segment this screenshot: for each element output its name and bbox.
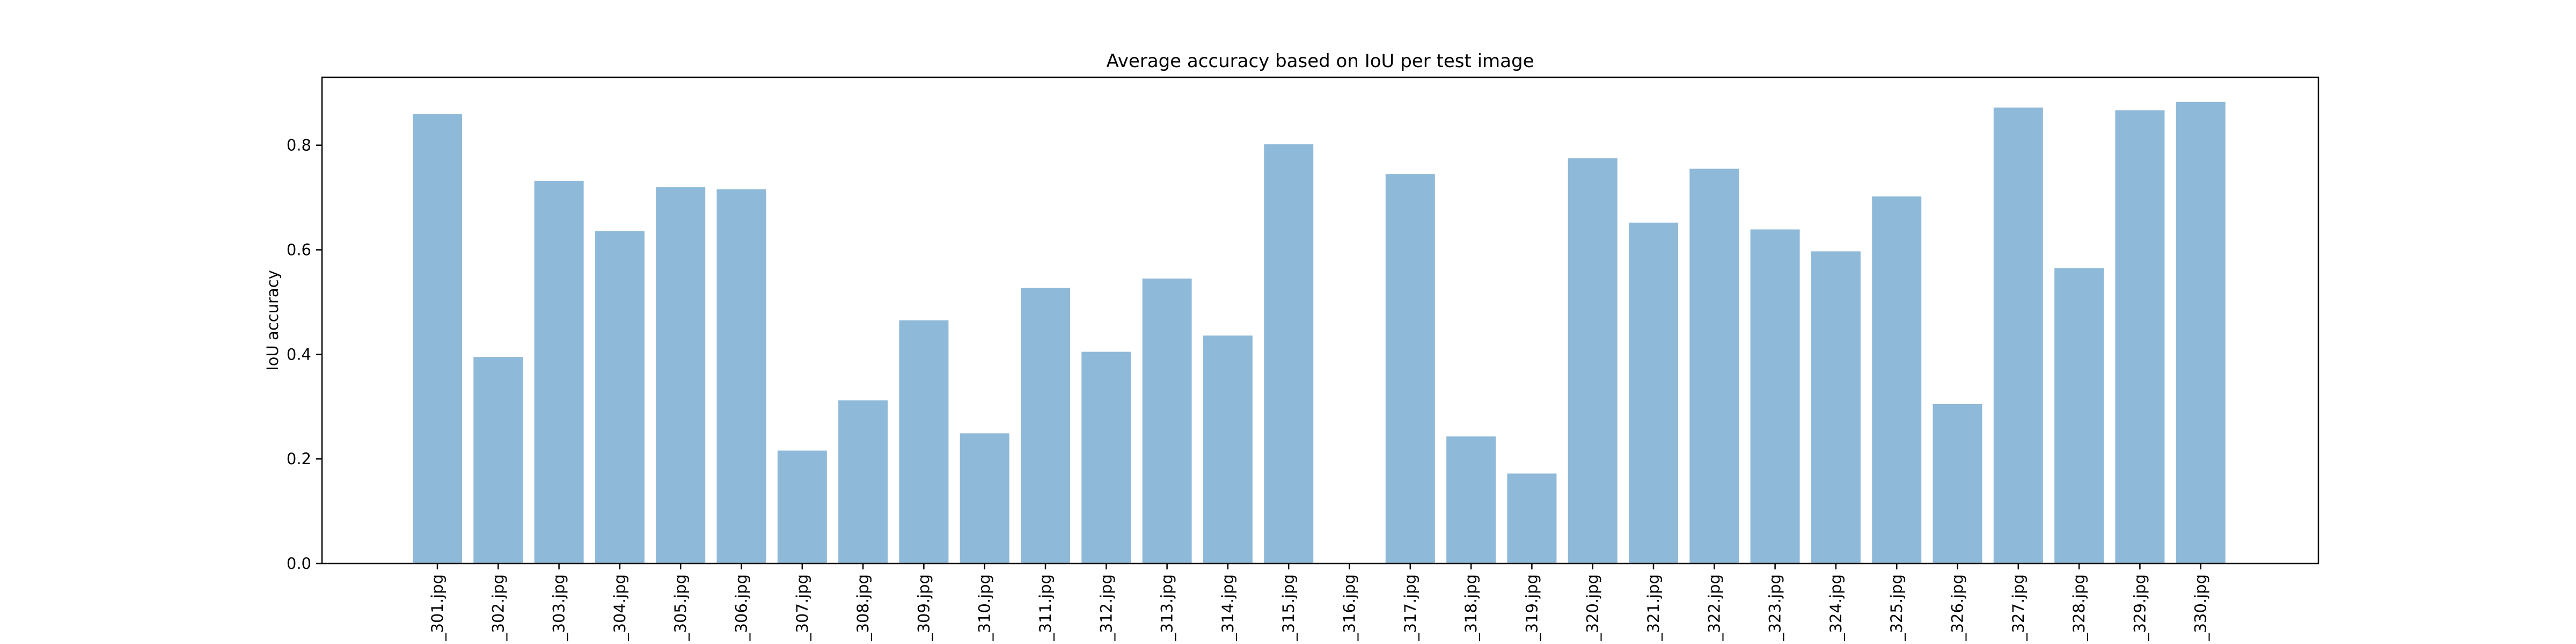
bar-310jpg bbox=[960, 433, 1009, 564]
x-tick-label: _314.jpg bbox=[1219, 574, 1237, 641]
x-tick-label: _311.jpg bbox=[1036, 574, 1055, 641]
y-axis-label: IoU accuracy bbox=[264, 270, 282, 371]
y-tick-label: 0.6 bbox=[287, 240, 311, 259]
x-tick-label: _316.jpg bbox=[1341, 574, 1359, 641]
bar-321jpg bbox=[1629, 222, 1678, 564]
bar-309jpg bbox=[899, 320, 949, 564]
x-tick-label: _308.jpg bbox=[854, 574, 872, 641]
x-tick-label: _301.jpg bbox=[428, 574, 447, 641]
bar-301jpg bbox=[413, 114, 462, 564]
x-tick-label: _305.jpg bbox=[671, 574, 690, 641]
bar-325jpg bbox=[1872, 196, 1922, 564]
x-tick-label: _320.jpg bbox=[1584, 574, 1602, 641]
x-tick-label: _318.jpg bbox=[1462, 574, 1480, 641]
y-tick-label: 0.0 bbox=[287, 554, 311, 573]
bar-319jpg bbox=[1507, 473, 1557, 564]
x-tick-label: _310.jpg bbox=[976, 574, 994, 641]
bar-322jpg bbox=[1689, 169, 1739, 564]
x-tick-label: _321.jpg bbox=[1644, 574, 1663, 641]
x-tick-label: _309.jpg bbox=[914, 574, 933, 641]
plot-frame bbox=[321, 76, 2319, 565]
bars-group bbox=[413, 101, 2226, 564]
x-axis: _301.jpg _302.jpg _303.jpg _304.jpg _305.jpg… bbox=[428, 564, 2210, 641]
bar-330jpg bbox=[2176, 101, 2226, 564]
x-tick-label: _322.jpg bbox=[1705, 574, 1723, 641]
bar-308jpg bbox=[838, 400, 888, 564]
y-tick-label: 0.8 bbox=[287, 136, 311, 155]
bar-313jpg bbox=[1142, 279, 1192, 564]
chart-title: Average accuracy based on IoU per test i… bbox=[1106, 50, 1534, 72]
x-tick-label: _306.jpg bbox=[733, 574, 751, 641]
bar-306jpg bbox=[716, 189, 766, 564]
x-tick-label: _326.jpg bbox=[1949, 574, 1967, 641]
x-tick-label: _323.jpg bbox=[1766, 574, 1784, 641]
bar-324jpg bbox=[1811, 251, 1861, 564]
bar-327jpg bbox=[1993, 107, 2043, 564]
bar-329jpg bbox=[2115, 110, 2165, 564]
y-tick-label: 0.2 bbox=[287, 450, 311, 468]
bar-303jpg bbox=[534, 180, 584, 564]
y-tick-label: 0.4 bbox=[287, 345, 311, 363]
y-axis: 0.0 0.2 0.4 0.6 0.8 bbox=[287, 136, 322, 573]
bar-317jpg bbox=[1385, 174, 1435, 564]
x-tick-label: _307.jpg bbox=[793, 574, 811, 641]
bar-320jpg bbox=[1568, 158, 1618, 564]
x-tick-label: _327.jpg bbox=[2009, 574, 2028, 641]
bar-304jpg bbox=[595, 231, 645, 564]
bar-314jpg bbox=[1203, 335, 1253, 564]
x-tick-label: _315.jpg bbox=[1279, 574, 1298, 641]
x-tick-label: _324.jpg bbox=[1827, 574, 1845, 641]
bar-326jpg bbox=[1933, 404, 1982, 564]
bar-307jpg bbox=[777, 450, 827, 564]
x-tick-label: _302.jpg bbox=[489, 574, 507, 641]
x-tick-label: _313.jpg bbox=[1158, 574, 1176, 641]
x-tick-label: _312.jpg bbox=[1097, 574, 1115, 641]
x-tick-label: _325.jpg bbox=[1887, 574, 1906, 641]
bar-323jpg bbox=[1750, 229, 1800, 564]
bar-302jpg bbox=[473, 357, 523, 564]
x-tick-label: _319.jpg bbox=[1523, 574, 1541, 641]
bar-315jpg bbox=[1264, 144, 1314, 564]
bar-328jpg bbox=[2054, 268, 2104, 564]
bar-312jpg bbox=[1081, 352, 1131, 564]
x-tick-label: _328.jpg bbox=[2070, 574, 2088, 641]
bar-318jpg bbox=[1446, 436, 1496, 564]
bar-311jpg bbox=[1021, 288, 1070, 564]
x-tick-label: _303.jpg bbox=[550, 574, 568, 641]
x-tick-label: _329.jpg bbox=[2131, 574, 2149, 641]
bar-305jpg bbox=[656, 187, 706, 564]
x-tick-label: _317.jpg bbox=[1401, 574, 1419, 641]
x-tick-label: _304.jpg bbox=[611, 574, 629, 641]
x-tick-label: _330.jpg bbox=[2192, 574, 2210, 641]
